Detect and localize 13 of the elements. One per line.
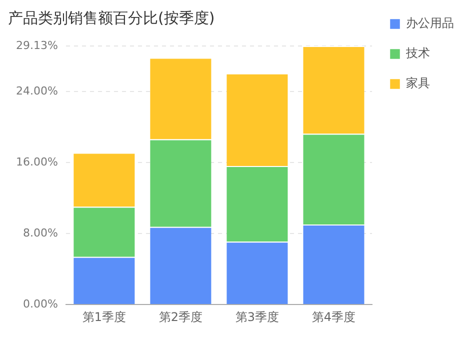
chart-title: 产品类别销售额百分比(按季度) [8,8,215,27]
legend-label: 技术 [405,46,430,60]
y-tick-label: 16.00% [16,155,58,168]
x-tick-label: 第4季度 [312,310,356,324]
x-tick-label: 第1季度 [82,310,126,324]
legend-label: 办公用品 [406,16,454,30]
x-tick-label: 第3季度 [235,310,280,324]
legend-label: 家具 [406,76,430,90]
x-tick-label: 第2季度 [158,310,203,324]
y-tick-label: 8.00% [22,226,58,240]
y-tick-label: 29.13% [16,38,58,52]
y-tick-label: 24.00% [16,84,58,98]
y-tick-label: 0.00% [22,297,58,310]
